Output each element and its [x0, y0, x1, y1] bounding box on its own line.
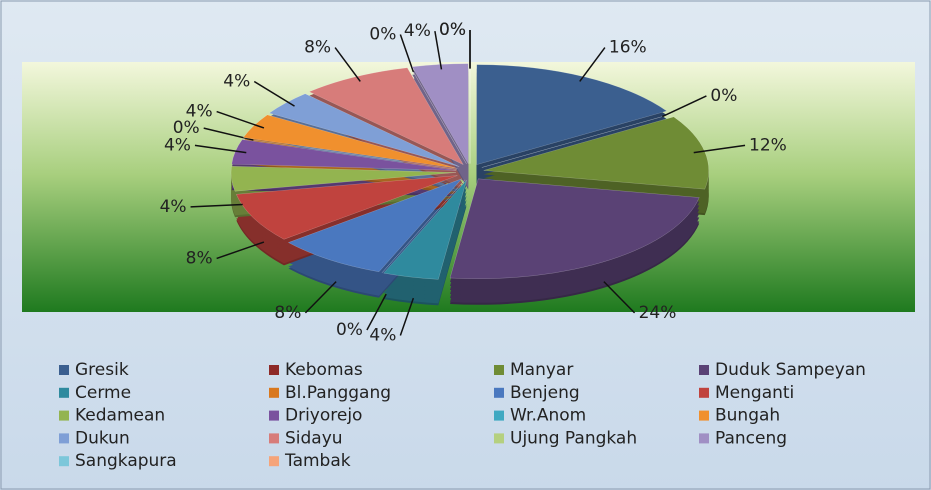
data-label: 4% [164, 135, 191, 155]
data-label: 8% [186, 248, 213, 268]
leader-line [194, 144, 247, 154]
data-label: 0% [439, 20, 466, 40]
legend-label: Duduk Sampeyan [715, 360, 866, 380]
slice [449, 178, 700, 280]
leader-line [216, 110, 265, 129]
legend-label: Bungah [715, 406, 780, 426]
leader-line [603, 281, 636, 314]
data-label: 24% [639, 303, 677, 323]
data-label: 0% [369, 24, 396, 44]
legend-label: Menganti [715, 383, 794, 403]
data-label: 0% [173, 118, 200, 138]
legend-label: Benjeng [510, 383, 580, 403]
legend-swatch [59, 387, 69, 398]
legend-swatch [494, 387, 504, 398]
data-label: 8% [274, 303, 301, 323]
data-label: 8% [304, 38, 331, 58]
leader-line [693, 144, 746, 154]
legend-swatch [59, 456, 69, 467]
slice [476, 64, 668, 165]
legend-label: Tambak [284, 451, 351, 471]
legend-label: Manyar [510, 360, 573, 380]
data-label: 16% [609, 38, 647, 58]
leader-line [434, 30, 443, 70]
slice [383, 179, 467, 280]
data-label: 0% [710, 86, 737, 106]
legend-swatch [59, 410, 69, 421]
leader-line [203, 127, 254, 141]
data-label: 12% [749, 135, 787, 155]
legend-swatch [699, 365, 709, 375]
data-label: 4% [160, 197, 187, 217]
legend-label: Sangkapura [75, 451, 177, 471]
legend-swatch [59, 365, 69, 375]
legend-swatch [269, 365, 279, 375]
data-label: 4% [186, 102, 213, 122]
legend-swatch [699, 410, 709, 421]
legend-swatch [269, 410, 279, 421]
legend-swatch [269, 456, 279, 467]
legend-label: Cerme [75, 383, 131, 403]
data-label: 4% [369, 326, 396, 346]
slice [268, 93, 460, 167]
slice [287, 178, 462, 273]
slice [230, 165, 457, 192]
legend-label: Ujung Pangkah [510, 428, 637, 448]
leader-line [399, 34, 415, 73]
data-label: 0% [439, 20, 466, 40]
legend-label: Gresik [75, 360, 129, 380]
pie: 16%0%12%24%4%0%8%8%4%4%0%4%4%8%0% 4% 0%0% [160, 20, 787, 346]
legend-swatch [59, 433, 69, 444]
legend-label: Driyorejo [285, 406, 362, 426]
legend-swatch [494, 365, 504, 375]
data-label: 4% [223, 71, 250, 91]
leader-line [661, 95, 707, 118]
legend-swatch [699, 433, 709, 444]
legend-label: Bl.Panggang [285, 383, 391, 403]
legend-label: Kedamean [75, 406, 165, 426]
slice [242, 114, 458, 169]
slice [308, 67, 464, 166]
legend: Gresik Kebomas Manyar Duduk Sampeyan Cerme Bl… [59, 360, 866, 471]
leader-line [334, 47, 361, 82]
legend-label: Wr.Anom [510, 406, 586, 426]
legend-label: Sidayu [285, 428, 343, 448]
leader-line [190, 203, 243, 208]
legend-swatch [699, 387, 709, 398]
legend-swatch [269, 387, 279, 398]
legend-label: Dukun [75, 428, 130, 448]
leader-line [366, 293, 387, 331]
legend-swatch [494, 410, 504, 421]
slice [235, 175, 458, 240]
legend-swatch [269, 433, 279, 444]
legend-swatch [494, 433, 504, 444]
leader-line [216, 241, 265, 260]
legend-label: Panceng [715, 428, 787, 448]
slice [481, 113, 672, 168]
leader-line [399, 297, 415, 336]
leader-line [253, 80, 295, 107]
data-label: 4% [404, 21, 431, 41]
legend-label: Kebomas [285, 360, 363, 380]
leader-line [579, 47, 606, 82]
leader-line [304, 281, 337, 314]
data-label: 0% [336, 320, 363, 340]
